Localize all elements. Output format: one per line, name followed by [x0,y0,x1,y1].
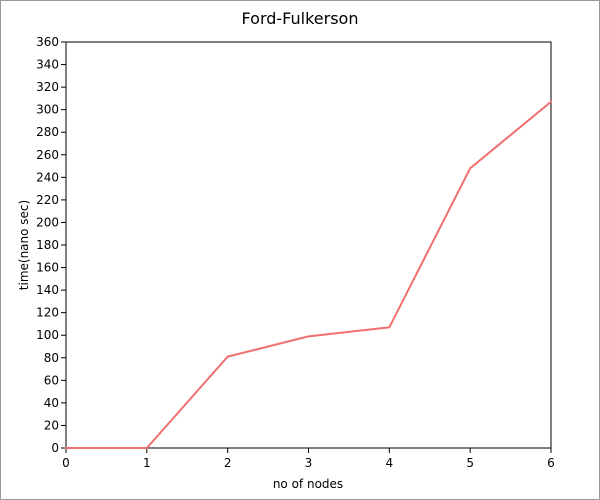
data-point [388,326,391,329]
y-tick-label: 340 [36,58,59,72]
x-tick-label: 0 [62,456,70,470]
y-tick-label: 20 [44,418,59,432]
y-tick-label: 160 [36,261,59,275]
y-tick-label: 140 [36,283,59,297]
y-tick-label: 300 [36,103,59,117]
y-axis-label: time(nano sec) [17,200,31,290]
data-point [146,447,148,449]
x-tick-label: 3 [305,456,313,470]
x-tick-label: 4 [386,456,394,470]
plot-area [65,41,552,449]
y-axis: 0 20 40 60 80 100 120 140 160 180 200 220 240 260 280 3… [36,35,66,455]
x-axis: 0 1 2 3 4 5 6 [62,448,555,470]
y-tick-label: 280 [36,125,59,139]
data-point [307,335,310,338]
x-tick-label: 5 [466,456,474,470]
y-tick-label: 80 [44,351,59,365]
y-tick-label: 120 [36,306,59,320]
data-point [65,447,67,449]
y-tick-label: 260 [36,148,59,162]
data-point [469,167,471,170]
y-tick-label: 60 [44,373,59,387]
y-tick-label: 360 [36,35,59,49]
chart-title: Ford-Fulkerson [242,9,359,28]
data-point [550,100,552,103]
x-tick-label: 1 [143,456,151,470]
y-tick-label: 100 [36,328,59,342]
y-tick-label: 200 [36,215,59,229]
y-tick-label: 220 [36,193,59,207]
x-tick-label: 6 [547,456,555,470]
y-tick-label: 180 [36,238,59,252]
x-tick-label: 2 [224,456,232,470]
series-layer [65,100,552,449]
y-tick-label: 40 [44,396,59,410]
x-axis-label: no of nodes [273,477,343,491]
y-tick-label: 0 [51,441,59,455]
y-tick-label: 240 [36,170,59,184]
data-point [226,355,229,358]
y-tick-label: 320 [36,80,59,94]
